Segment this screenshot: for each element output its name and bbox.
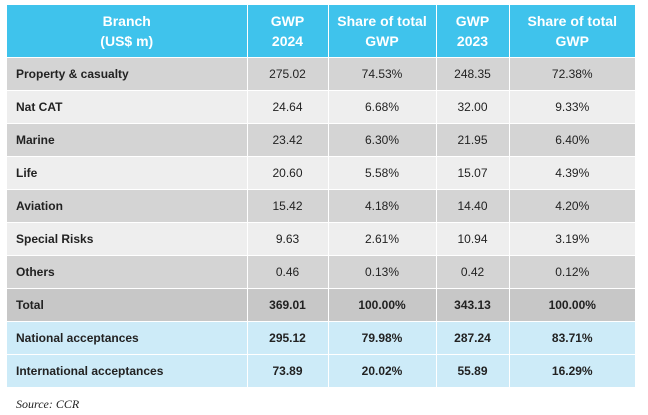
cell-gwp-2024: 275.02 [247,57,329,91]
cell-gwp-2023: 10.94 [436,222,510,256]
table-body: Property & casualty 275.02 74.53% 248.35… [7,57,635,387]
cell-branch: Nat CAT [7,90,248,124]
table-row-others: Others 0.46 0.13% 0.42 0.12% [7,255,635,289]
cell-branch: Others [7,255,248,289]
cell-share-2024: 74.53% [328,57,437,91]
cell-share-2024: 4.18% [328,189,437,223]
cell-share-2023: 4.39% [509,156,635,190]
cell-gwp-2023: 21.95 [436,123,510,157]
cell-branch: International acceptances [7,354,248,387]
cell-share-2024: 6.68% [328,90,437,124]
cell-share-2023: 9.33% [509,90,635,124]
source-note: Source: CCR [16,397,80,411]
table-row-marine: Marine 23.42 6.30% 21.95 6.40% [7,123,635,157]
header-gwp-2024-line1: GWP [270,13,305,29]
table-row-life: Life 20.60 5.58% 15.07 4.39% [7,156,635,190]
cell-gwp-2023: 287.24 [436,321,510,355]
gwp-by-branch-table: Branch (US$ m) GWP 2024 Share of total G… [7,5,635,387]
table-row-aviation: Aviation 15.42 4.18% 14.40 4.20% [7,189,635,223]
cell-gwp-2024: 23.42 [247,123,329,157]
cell-share-2024: 0.13% [328,255,437,289]
header-gwp-2023-line2: 2023 [456,33,489,49]
header-gwp-2024: GWP 2024 [247,5,329,58]
cell-branch: Property & casualty [7,57,248,91]
cell-gwp-2023: 15.07 [436,156,510,190]
header-share-2024: Share of total GWP [328,5,437,58]
table-header: Branch (US$ m) GWP 2024 Share of total G… [7,5,635,58]
cell-share-2023: 72.38% [509,57,635,91]
cell-share-2024: 79.98% [328,321,437,355]
cell-share-2023: 83.71% [509,321,635,355]
table-row-national-acceptances: National acceptances 295.12 79.98% 287.2… [7,321,635,355]
cell-gwp-2023: 32.00 [436,90,510,124]
cell-share-2023: 0.12% [509,255,635,289]
header-gwp-2023: GWP 2023 [436,5,510,58]
cell-gwp-2023: 14.40 [436,189,510,223]
header-gwp-2024-line2: 2024 [271,33,304,49]
table-row-property-casualty: Property & casualty 275.02 74.53% 248.35… [7,57,635,91]
gwp-table-container: Branch (US$ m) GWP 2024 Share of total G… [7,5,635,387]
cell-share-2023: 6.40% [509,123,635,157]
cell-share-2023: 100.00% [509,288,635,322]
cell-gwp-2023: 248.35 [436,57,510,91]
cell-gwp-2024: 24.64 [247,90,329,124]
cell-branch: Special Risks [7,222,248,256]
cell-gwp-2023: 55.89 [436,354,510,387]
cell-branch: Marine [7,123,248,157]
cell-gwp-2023: 343.13 [436,288,510,322]
table-row-international-acceptances: International acceptances 73.89 20.02% 5… [7,354,635,387]
cell-share-2024: 2.61% [328,222,437,256]
header-share-2024-line2: GWP [365,33,399,49]
cell-gwp-2024: 15.42 [247,189,329,223]
cell-branch: Life [7,156,248,190]
cell-share-2024: 5.58% [328,156,437,190]
cell-share-2023: 4.20% [509,189,635,223]
table-row-nat-cat: Nat CAT 24.64 6.68% 32.00 9.33% [7,90,635,124]
header-row: Branch (US$ m) GWP 2024 Share of total G… [7,5,635,58]
cell-share-2023: 16.29% [509,354,635,387]
cell-share-2024: 20.02% [328,354,437,387]
cell-gwp-2024: 73.89 [247,354,329,387]
cell-share-2024: 6.30% [328,123,437,157]
header-share-2023-line1: Share of total [527,13,617,29]
header-gwp-2023-line1: GWP [455,13,490,29]
cell-gwp-2024: 369.01 [247,288,329,322]
header-branch: Branch (US$ m) [7,5,248,58]
header-share-2023-line2: GWP [555,33,589,49]
cell-share-2023: 3.19% [509,222,635,256]
header-share-2023: Share of total GWP [509,5,635,58]
header-branch-line2: (US$ m) [100,33,154,49]
header-share-2024-line1: Share of total [337,13,427,29]
cell-branch: Total [7,288,248,322]
cell-gwp-2024: 9.63 [247,222,329,256]
cell-gwp-2024: 295.12 [247,321,329,355]
table-row-special-risks: Special Risks 9.63 2.61% 10.94 3.19% [7,222,635,256]
cell-gwp-2024: 0.46 [247,255,329,289]
cell-share-2024: 100.00% [328,288,437,322]
table-row-total: Total 369.01 100.00% 343.13 100.00% [7,288,635,322]
cell-gwp-2023: 0.42 [436,255,510,289]
cell-branch: Aviation [7,189,248,223]
cell-gwp-2024: 20.60 [247,156,329,190]
cell-branch: National acceptances [7,321,248,355]
header-branch-line1: Branch [102,13,151,29]
